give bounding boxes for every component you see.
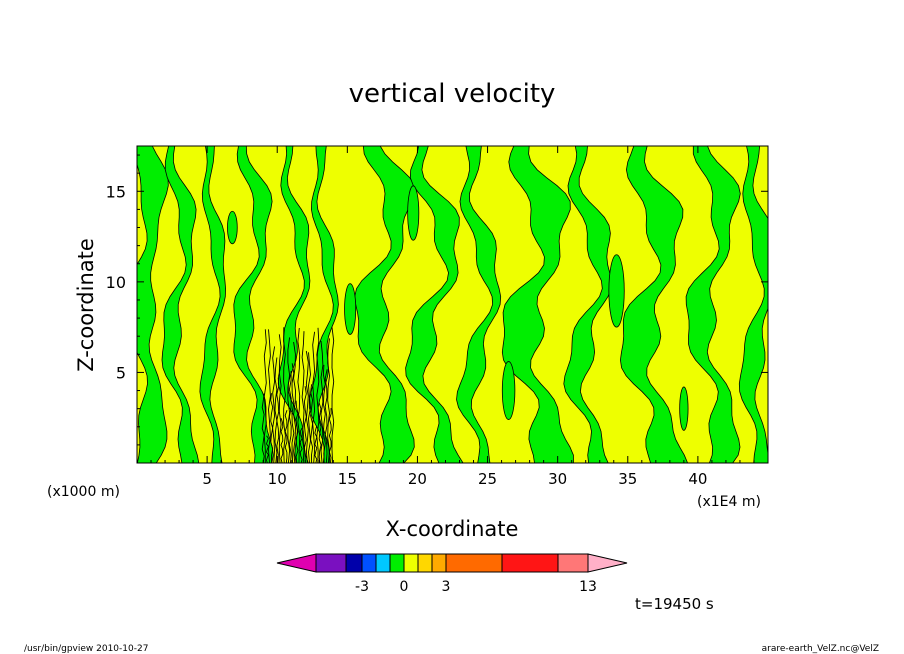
contour-spike (295, 400, 299, 463)
contour-spike (280, 417, 284, 463)
negative-blob (344, 283, 357, 335)
colorbar: -3 0 3 13 (276, 553, 628, 595)
colorbar-label: -3 (355, 579, 369, 595)
x-axis-label: X-coordinate (386, 517, 519, 541)
negative-band (161, 146, 200, 463)
x-tick-label: 40 (688, 470, 707, 488)
x-unit-right: (x1E4 m) (697, 494, 761, 510)
contour-spike (276, 377, 280, 463)
colorbar-segment (445, 553, 503, 573)
colorbar-segment (375, 553, 391, 573)
contour-spike (283, 327, 286, 463)
contour-spike (322, 364, 326, 463)
x-tick-label: 20 (408, 470, 427, 488)
contour-spike (331, 327, 335, 463)
negative-blob (407, 185, 420, 241)
contour-spike (263, 329, 267, 463)
plot-frame (136, 145, 769, 464)
footer-right: arare-earth_VelZ.nc@VelZ (762, 644, 879, 654)
colorbar-segment (417, 553, 433, 573)
positive-region (137, 146, 768, 463)
contour-spike (278, 334, 282, 463)
colorbar-segment (361, 553, 377, 573)
contour-field (137, 146, 768, 463)
contour-spike (320, 340, 324, 463)
contour-spike (318, 402, 322, 463)
negative-band (354, 146, 416, 463)
contour-spike (268, 329, 271, 463)
y-tick-label: 15 (106, 182, 126, 201)
contour-lines (261, 327, 335, 463)
y-tick-label: 10 (106, 273, 126, 292)
negative-band (199, 146, 227, 463)
contour-spike (312, 331, 316, 463)
negative-blob (679, 386, 689, 431)
contour-spike (284, 410, 288, 463)
contour-spike (303, 386, 307, 463)
contour-spike (308, 352, 311, 463)
x-tick-label: 30 (548, 470, 567, 488)
contour-spike (328, 408, 332, 463)
contour-spike (266, 435, 269, 463)
x-tick-label: 5 (202, 470, 212, 488)
y-axis-label: Z-coordinate (74, 238, 98, 372)
x-tick-label: 25 (478, 470, 497, 488)
contour-spike (261, 393, 265, 463)
negative-band (501, 146, 574, 463)
x-tick-label: 10 (268, 470, 287, 488)
negative-band (619, 146, 689, 463)
colorbar-segment (501, 553, 559, 573)
y-axis: 5 10 15 (106, 154, 768, 446)
contour-spike (272, 346, 276, 463)
footer-left: /usr/bin/gpview 2010-10-27 (24, 644, 148, 654)
chart-title: vertical velocity (349, 79, 556, 109)
x-axis: 5 10 15 20 25 30 35 40 (150, 146, 755, 488)
contour-spike (316, 327, 320, 463)
x-tick-label: 15 (338, 470, 357, 488)
negative-band (405, 146, 464, 463)
negative-band (233, 146, 274, 463)
colorbar-overflow (587, 553, 628, 573)
negative-band (563, 146, 612, 463)
contour-spike (299, 427, 303, 463)
contour-spike (314, 425, 318, 463)
contour-spike (297, 327, 301, 463)
contour-spike (324, 369, 328, 463)
time-label: t=19450 s (635, 595, 714, 613)
contour-spike (274, 357, 278, 463)
negative-blob (501, 361, 516, 420)
contour-spike (291, 363, 295, 463)
x-tick-label: 35 (618, 470, 637, 488)
colorbar-segment (315, 553, 347, 573)
negative-blob (608, 254, 625, 328)
colorbar-label: 13 (579, 579, 597, 595)
y-tick-label: 5 (116, 363, 126, 382)
contour-spike (287, 337, 291, 463)
colorbar-segment (403, 553, 419, 573)
negative-band (685, 146, 741, 463)
contour-spike (327, 338, 330, 463)
colorbar-label: 3 (442, 579, 451, 595)
contour-spike (305, 350, 309, 463)
negative-bands (137, 146, 768, 463)
contour-spike (293, 341, 296, 463)
colorbar-segment (557, 553, 589, 573)
negative-blob (227, 210, 238, 245)
colorbar-segment (431, 553, 447, 573)
colorbar-segment (345, 553, 363, 573)
colorbar-segment (389, 553, 405, 573)
x-unit-left: (x1000 m) (47, 484, 120, 500)
contour-spike (288, 371, 292, 463)
negative-band (456, 146, 502, 463)
colorbar-label: 0 (400, 579, 409, 595)
negative-band (738, 146, 768, 463)
colorbar-underflow (276, 553, 317, 573)
contour-spike (301, 331, 305, 463)
